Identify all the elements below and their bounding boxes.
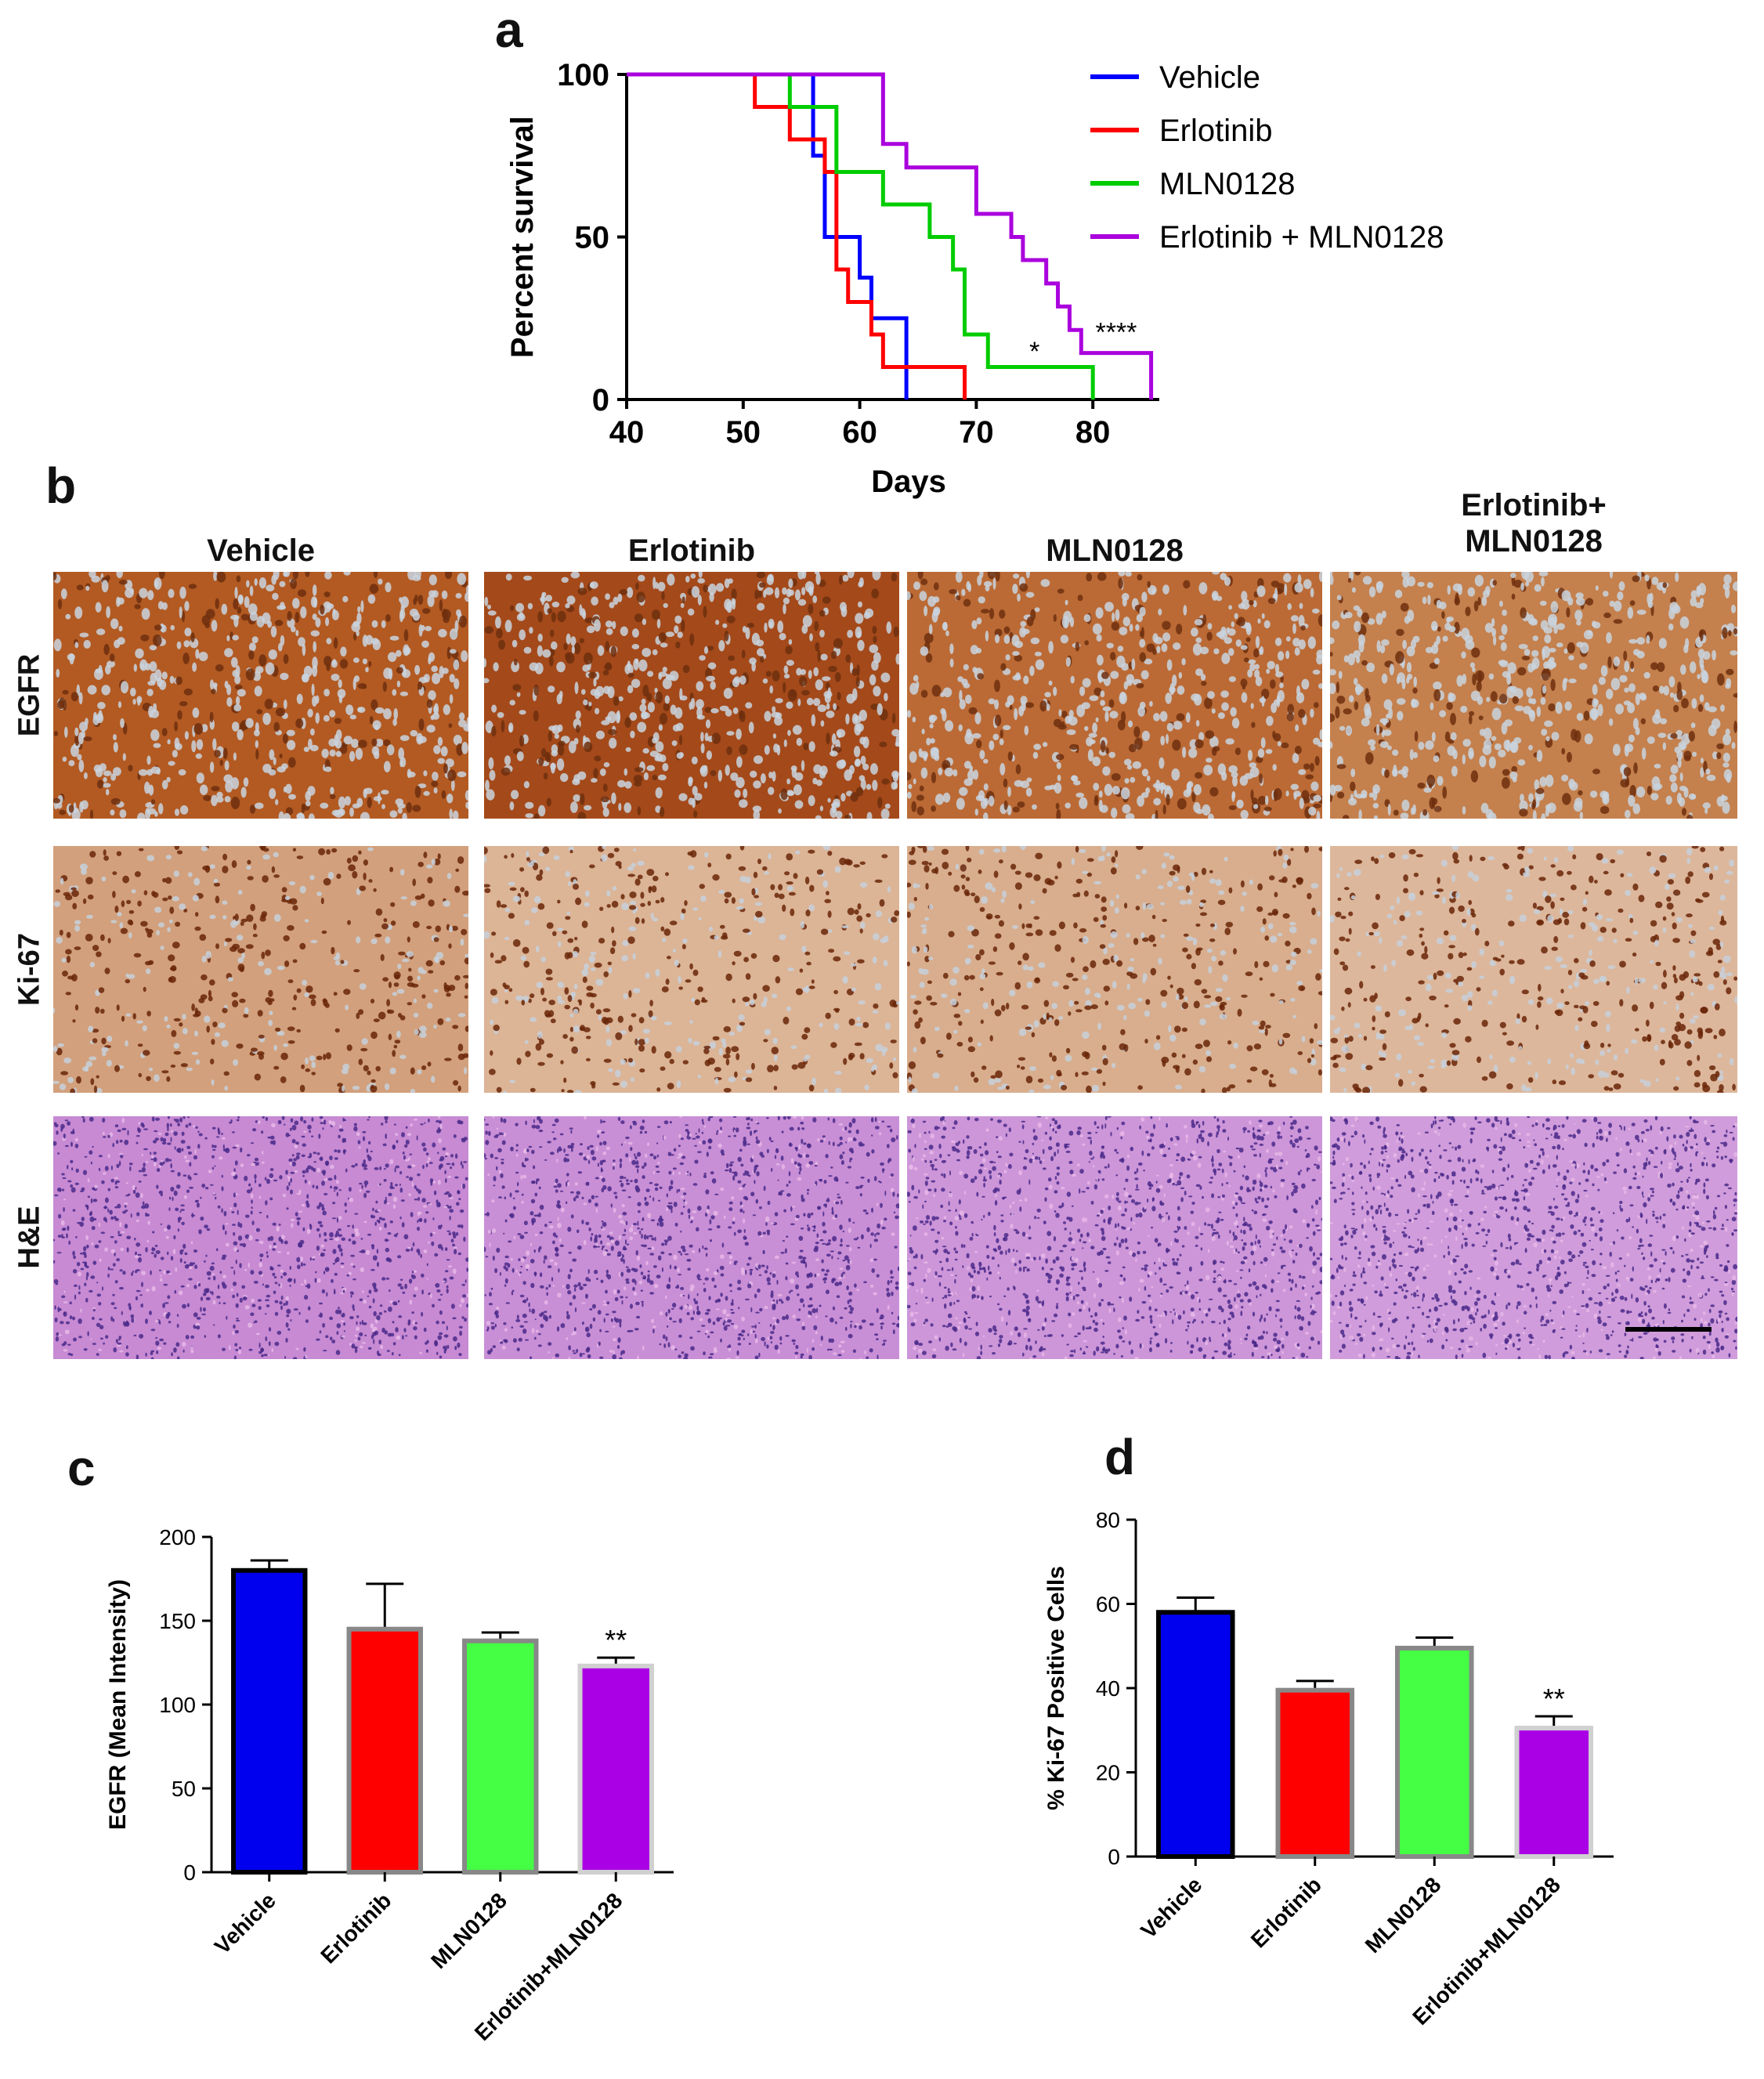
tissue-texture xyxy=(1330,1116,1737,1359)
survival-line-erlotinib xyxy=(627,72,967,400)
x-tick-label: Erlotinib xyxy=(1246,1872,1326,1952)
tissue-texture xyxy=(484,1116,899,1359)
histology-image xyxy=(484,1116,899,1359)
y-axis-label: Percent survival xyxy=(505,116,540,358)
y-tick-label: 20 xyxy=(1096,1761,1120,1785)
tissue-texture xyxy=(53,846,468,1093)
egfr-bar-chart: 0 50 100 150 200 EGFR (Mean Intensity) Vehicle… xyxy=(105,1525,674,2045)
bar-combo xyxy=(577,1663,654,1875)
bar-vehicle xyxy=(231,1567,308,1875)
panel-letter-a: a xyxy=(495,2,523,58)
bar-erlotinib xyxy=(346,1626,423,1875)
x-tick-label: Vehicle xyxy=(210,1888,280,1958)
legend-label: Erlotinib xyxy=(1159,114,1273,148)
column-header: Erlotinib xyxy=(488,533,895,569)
histology-image xyxy=(53,572,468,819)
histology-image xyxy=(484,846,899,1093)
tissue-texture xyxy=(907,846,1322,1093)
bar-combo xyxy=(1514,1726,1594,1859)
legend-label: MLN0128 xyxy=(1159,167,1295,201)
row-header: H&E xyxy=(13,1206,46,1269)
x-tick-label: 60 xyxy=(842,415,877,450)
histology-image xyxy=(907,572,1322,819)
histology-image xyxy=(53,1116,468,1359)
significance-label: ** xyxy=(1543,1683,1565,1715)
bar-vehicle xyxy=(1155,1610,1235,1859)
x-tick-label: 80 xyxy=(1075,415,1111,450)
panel-letter-c: c xyxy=(67,1440,96,1496)
x-tick-label: 70 xyxy=(959,415,994,450)
x-tick-label: MLN0128 xyxy=(426,1888,511,1973)
histology-image xyxy=(1330,846,1737,1093)
tissue-texture xyxy=(1330,572,1737,819)
column-header-line: Vehicle xyxy=(207,533,315,568)
y-tick-label: 0 xyxy=(592,383,609,418)
y-tick-label: 50 xyxy=(172,1777,196,1801)
bar-mln0128 xyxy=(462,1638,539,1875)
column-header-line: Erlotinib+ xyxy=(1461,488,1607,522)
ki67-bar-chart: 0 20 40 60 80 % Ki-67 Positive Cells Vehicle Er… xyxy=(1043,1508,1614,2030)
tissue-texture xyxy=(484,846,899,1093)
column-header: Vehicle xyxy=(57,533,464,569)
histology-image xyxy=(53,846,468,1093)
y-axis-label: EGFR (Mean Intensity) xyxy=(105,1579,131,1830)
y-tick-label: 100 xyxy=(557,58,609,92)
tissue-texture xyxy=(907,1116,1322,1359)
scale-bar xyxy=(1625,1327,1712,1332)
bar-erlotinib xyxy=(1275,1687,1355,1859)
y-tick-label: 200 xyxy=(159,1525,196,1549)
tissue-texture xyxy=(907,572,1322,819)
y-axis-label: % Ki-67 Positive Cells xyxy=(1043,1566,1069,1810)
column-header-line: Erlotinib xyxy=(627,533,756,568)
y-tick-label: 50 xyxy=(575,221,610,255)
histology-image xyxy=(907,1116,1322,1359)
survival-line-mln0128 xyxy=(627,72,1095,400)
y-tick-label: 80 xyxy=(1096,1508,1120,1532)
column-header-line: MLN0128 xyxy=(1046,533,1184,568)
significance-label: * xyxy=(1029,337,1039,367)
column-header: MLN0128 xyxy=(911,533,1318,569)
x-tick-label: 50 xyxy=(726,415,761,450)
y-tick-label: 0 xyxy=(1108,1845,1120,1869)
histology-image xyxy=(907,846,1322,1093)
significance-label: **** xyxy=(1095,317,1137,347)
y-tick-label: 150 xyxy=(159,1609,196,1633)
x-tick-label: Erlotinib xyxy=(316,1888,396,1968)
tissue-texture xyxy=(53,572,468,819)
legend-label: Vehicle xyxy=(1159,60,1260,95)
histology-image xyxy=(1330,1116,1737,1359)
bar-mln0128 xyxy=(1394,1645,1474,1859)
histology-image xyxy=(484,572,899,819)
y-tick-label: 100 xyxy=(159,1693,196,1717)
y-tick-label: 0 xyxy=(183,1860,196,1885)
legend-label: Erlotinib + MLN0128 xyxy=(1159,220,1444,255)
survival-line-combo xyxy=(627,72,1154,400)
column-header: Erlotinib+ MLN0128 xyxy=(1330,487,1737,559)
panel-letter-b: b xyxy=(45,457,77,514)
significance-label: ** xyxy=(605,1624,627,1656)
survival-line-vehicle xyxy=(627,72,909,400)
panel-letter-d: d xyxy=(1104,1429,1136,1485)
x-tick-label: Vehicle xyxy=(1136,1872,1206,1943)
row-header: EGFR xyxy=(13,653,46,736)
histology-image xyxy=(1330,572,1737,819)
x-axis-label: Days xyxy=(871,465,946,499)
column-header-line: MLN0128 xyxy=(1465,524,1603,559)
tissue-texture xyxy=(53,1116,468,1359)
y-tick-label: 40 xyxy=(1096,1676,1120,1701)
y-tick-label: 60 xyxy=(1096,1593,1120,1617)
tissue-texture xyxy=(484,572,899,819)
row-header: Ki-67 xyxy=(13,932,46,1006)
tissue-texture xyxy=(1330,846,1737,1093)
x-tick-label: MLN0128 xyxy=(1361,1872,1446,1958)
x-tick-label: 40 xyxy=(609,415,645,450)
